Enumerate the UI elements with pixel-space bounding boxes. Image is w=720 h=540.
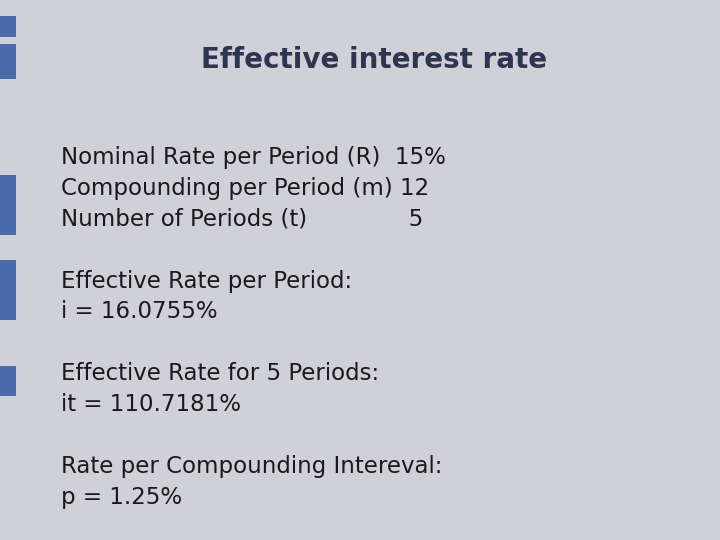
Bar (0, 176, 16, 235)
Bar (0, 260, 16, 320)
Text: Nominal Rate per Period (R)  15%: Nominal Rate per Period (R) 15% (61, 146, 446, 169)
Bar (0, 16, 16, 37)
Text: Effective Rate for 5 Periods:: Effective Rate for 5 Periods: (61, 362, 379, 386)
Bar (0, 366, 16, 396)
Text: Effective interest rate: Effective interest rate (202, 46, 547, 75)
Text: Effective Rate per Period:: Effective Rate per Period: (61, 269, 352, 293)
Bar (0, 44, 16, 79)
Text: Compounding per Period (m) 12: Compounding per Period (m) 12 (61, 177, 429, 200)
Text: i = 16.0755%: i = 16.0755% (61, 300, 218, 323)
Text: p = 1.25%: p = 1.25% (61, 486, 182, 509)
Text: it = 110.7181%: it = 110.7181% (61, 393, 241, 416)
Text: Number of Periods (t)              5: Number of Periods (t) 5 (61, 208, 423, 231)
Text: Rate per Compounding Intereval:: Rate per Compounding Intereval: (61, 455, 443, 478)
